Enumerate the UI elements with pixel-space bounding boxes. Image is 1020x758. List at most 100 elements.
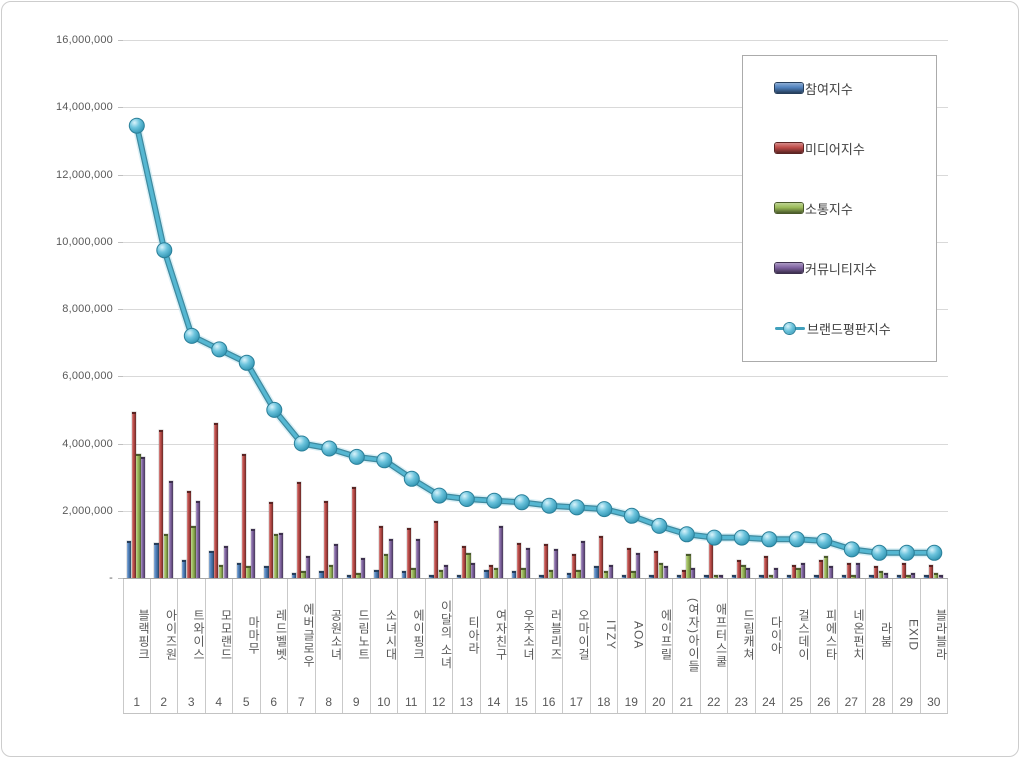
bar-소통지수-네온펀치 bbox=[851, 574, 856, 578]
bar-미디어지수-EXID bbox=[901, 562, 906, 578]
rank-label: 2 bbox=[160, 695, 168, 709]
bar-참여지수-공원소녀 bbox=[319, 571, 324, 578]
category-label: 에이프릴 bbox=[659, 609, 673, 661]
bar-커뮤니티지수-마마무 bbox=[251, 529, 256, 578]
rank-label: 5 bbox=[242, 695, 250, 709]
bar-참여지수-피에스타 bbox=[814, 575, 819, 578]
category-label: 마마무 bbox=[246, 615, 261, 655]
line-point-EXID bbox=[898, 544, 915, 561]
y-axis-label: - bbox=[109, 572, 113, 584]
category-label: 아이즈원 bbox=[164, 609, 178, 661]
category-label: EXID bbox=[906, 618, 921, 651]
rank-label: 21 bbox=[679, 695, 693, 709]
bar-참여지수-AOA bbox=[621, 574, 627, 578]
line-point-레드벨벳 bbox=[266, 401, 283, 418]
bar-커뮤니티지수-여자친구 bbox=[498, 525, 503, 578]
bar-소통지수-티아라 bbox=[466, 552, 471, 578]
bar-소통지수-EXID bbox=[906, 574, 911, 578]
line-point-마마무 bbox=[238, 354, 255, 371]
bar-커뮤니티지수-이달의 소녀 bbox=[443, 564, 448, 578]
category-label: ITZY bbox=[604, 620, 618, 650]
line-point-드림노트 bbox=[348, 448, 365, 465]
line-point-공원소녀 bbox=[321, 440, 338, 457]
x-category-cell: 우주소녀 15 bbox=[508, 579, 536, 713]
legend-item-브랜드평판지수: 브랜드평판지수 bbox=[743, 317, 936, 339]
x-category-cell: (여자)아이들 21 bbox=[673, 579, 701, 713]
bar-커뮤니티지수-소녀시대 bbox=[388, 539, 393, 578]
bar-커뮤니티지수-우주소녀 bbox=[526, 547, 531, 578]
legend-item-커뮤니티지수: 커뮤니티지수 bbox=[743, 257, 936, 279]
bar-소통지수-우주소녀 bbox=[521, 567, 526, 578]
category-label: 모모랜드 bbox=[219, 609, 233, 661]
legend-item-소통지수: 소통지수 bbox=[743, 197, 936, 219]
gridline bbox=[123, 376, 948, 378]
bar-참여지수-이달의 소녀 bbox=[429, 574, 434, 578]
y-axis-tick bbox=[118, 510, 124, 512]
rank-label: 16 bbox=[542, 695, 556, 709]
x-category-cell: ITZY 18 bbox=[591, 579, 618, 713]
line-point-트와이스 bbox=[183, 327, 200, 344]
bar-소통지수-에이핑크 bbox=[411, 567, 416, 578]
rank-label: 12 bbox=[432, 695, 446, 709]
bar-미디어지수-네온펀치 bbox=[846, 562, 851, 578]
bar-소통지수-러블리즈 bbox=[548, 569, 554, 578]
gridline bbox=[123, 107, 948, 109]
x-category-cell: 오마이걸 17 bbox=[563, 579, 591, 713]
bar-소통지수-여자친구 bbox=[493, 567, 499, 578]
bar-미디어지수-피에스타 bbox=[819, 559, 824, 578]
bar-미디어지수-ITZY bbox=[599, 535, 604, 578]
plot-area bbox=[123, 40, 948, 578]
bar-미디어지수-오마이걸 bbox=[571, 554, 576, 578]
bar-소통지수-소녀시대 bbox=[383, 554, 389, 578]
bar-미디어지수-에버글로우 bbox=[296, 482, 301, 578]
y-axis-tick bbox=[118, 578, 124, 579]
rank-label: 29 bbox=[899, 695, 913, 709]
gridline bbox=[123, 40, 948, 41]
legend-item-참여지수: 참여지수 bbox=[743, 77, 936, 99]
line-point-AOA bbox=[623, 507, 640, 524]
x-category-cell: 걸스데이 25 bbox=[783, 579, 811, 713]
x-category-cell: 라붐 28 bbox=[866, 579, 893, 713]
bar-소통지수-애프터스쿨 bbox=[713, 574, 719, 578]
legend-label: 커뮤니티지수 bbox=[805, 261, 877, 277]
rank-label: 25 bbox=[789, 695, 803, 709]
bar-커뮤니티지수-다이아 bbox=[773, 567, 778, 578]
bar-참여지수-마마무 bbox=[236, 562, 242, 578]
bar-커뮤니티지수-티아라 bbox=[471, 562, 476, 578]
bar-미디어지수-라붐 bbox=[874, 566, 879, 578]
bar-소통지수-아이즈원 bbox=[163, 534, 169, 578]
bar-미디어지수-여자친구 bbox=[489, 564, 494, 578]
category-label: 네온펀치 bbox=[851, 609, 866, 661]
bar-커뮤니티지수-AOA bbox=[636, 552, 641, 578]
category-label: 레드벨벳 bbox=[274, 609, 288, 661]
rank-label: 10 bbox=[377, 695, 391, 709]
x-category-cell: 티아라 13 bbox=[453, 579, 481, 713]
gridline bbox=[123, 510, 948, 512]
x-category-cell: 모모랜드 4 bbox=[206, 579, 233, 713]
category-label: 다이아 bbox=[769, 615, 783, 655]
category-label: 여자친구 bbox=[494, 609, 508, 661]
bar-참여지수-소녀시대 bbox=[374, 569, 379, 578]
legend-label: 참여지수 bbox=[805, 81, 853, 97]
x-category-cell: AOA 19 bbox=[618, 579, 646, 713]
rank-label: 28 bbox=[872, 695, 886, 709]
y-axis-label: 8,000,000 bbox=[62, 303, 113, 315]
bar-커뮤니티지수-아이즈원 bbox=[168, 480, 173, 578]
bar-커뮤니티지수-(여자)아이들 bbox=[691, 567, 696, 578]
bar-미디어지수-블라블라 bbox=[929, 564, 934, 578]
x-category-cell: 드림노트 9 bbox=[343, 579, 371, 713]
bar-참여지수-아이즈원 bbox=[154, 542, 159, 578]
bar-참여지수-블라블라 bbox=[924, 575, 929, 578]
bar-소통지수-마마무 bbox=[246, 566, 251, 578]
line-point-소녀시대 bbox=[376, 452, 393, 469]
bar-미디어지수-마마무 bbox=[241, 453, 246, 578]
x-category-cell: 레드벨벳 6 bbox=[261, 579, 288, 713]
rank-label: 26 bbox=[817, 695, 831, 709]
y-axis-label: 2,000,000 bbox=[62, 504, 113, 517]
line-point-여자친구 bbox=[486, 492, 503, 509]
bar-커뮤니티지수-오마이걸 bbox=[581, 541, 586, 578]
bar-참여지수-걸스데이 bbox=[786, 575, 792, 578]
gridline bbox=[123, 443, 948, 445]
y-axis-label: 6,000,000 bbox=[62, 370, 113, 383]
y-axis-label: 16,000,000 bbox=[55, 34, 113, 46]
